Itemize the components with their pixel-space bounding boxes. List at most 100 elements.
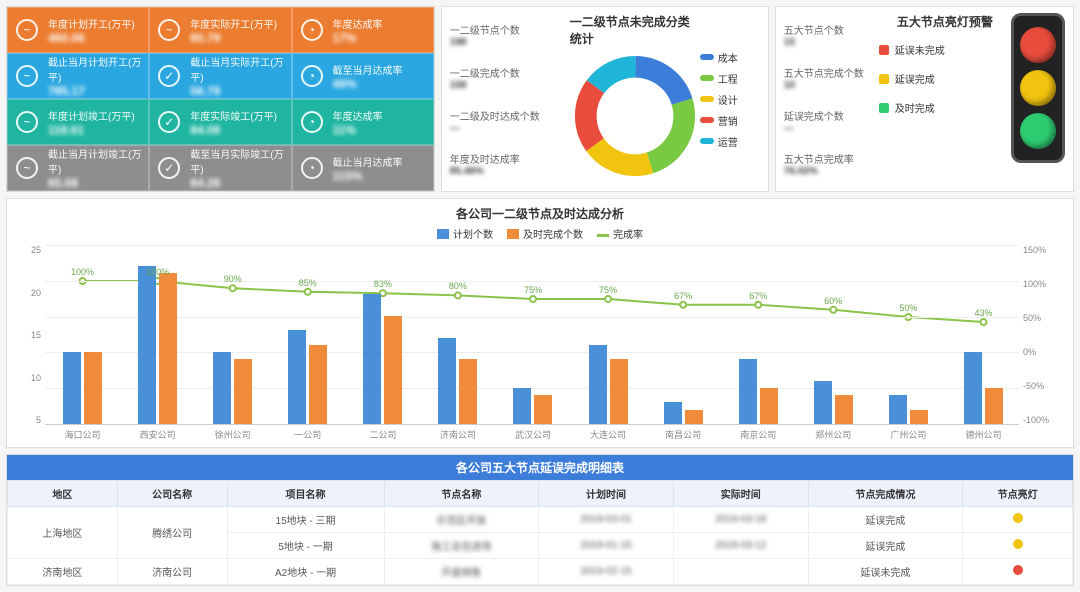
bar-group[interactable] bbox=[420, 338, 495, 424]
bar-line-chart-panel: 各公司一二级节点及时达成分析 计划个数 及时完成个数 完成率 252015105… bbox=[6, 198, 1074, 448]
kpi-panel: ~ 年度计划开工(万平) 460.06~ 年度实际开工(万平) 80.79◔ 年… bbox=[6, 6, 435, 192]
kpi-cell[interactable]: ~ 截止当月计划开工(万平) 785.17 bbox=[7, 53, 149, 99]
table-row[interactable]: 上海地区腾绣公司15地块 - 三期示范区开放2019-03-012019-03-… bbox=[8, 507, 1073, 533]
cell-light bbox=[963, 559, 1073, 585]
bar-group[interactable] bbox=[495, 388, 570, 424]
kpi-icon: ~ bbox=[16, 19, 38, 41]
x-axis-label: 二公司 bbox=[345, 428, 420, 441]
kpi-icon: ✓ bbox=[158, 157, 180, 179]
stat-value: 15 bbox=[784, 37, 879, 48]
table-header[interactable]: 实际时间 bbox=[673, 481, 808, 507]
rate-label: 75% bbox=[524, 285, 542, 295]
kpi-value: 84.08 bbox=[190, 123, 220, 137]
kpi-label: 年度达成率 bbox=[333, 108, 383, 123]
legend-item[interactable]: 延误未完成 bbox=[879, 42, 1011, 57]
bar-group[interactable] bbox=[345, 294, 420, 424]
rate-label: 100% bbox=[146, 267, 169, 277]
bar-group[interactable] bbox=[195, 352, 270, 424]
stat-label: 五大节点完成率 bbox=[784, 151, 879, 166]
bar-group[interactable] bbox=[946, 352, 1021, 424]
table-header[interactable]: 计划时间 bbox=[539, 481, 674, 507]
stat-value: — bbox=[784, 123, 879, 134]
bar-group[interactable] bbox=[871, 395, 946, 424]
bar-group[interactable] bbox=[571, 345, 646, 424]
table-header[interactable]: 公司名称 bbox=[117, 481, 227, 507]
kpi-value: 46% bbox=[333, 77, 357, 91]
rate-label: 85% bbox=[299, 278, 317, 288]
kpi-cell[interactable]: ◔ 截止当月达成率 115% bbox=[292, 145, 434, 191]
bar-group[interactable] bbox=[646, 402, 721, 424]
cell-status: 延误未完成 bbox=[808, 559, 963, 585]
kpi-value: 84.28 bbox=[190, 176, 220, 190]
table-header[interactable]: 地区 bbox=[8, 481, 118, 507]
table-header[interactable]: 节点名称 bbox=[384, 481, 539, 507]
rate-label: 100% bbox=[71, 267, 94, 277]
kpi-icon: ~ bbox=[158, 19, 180, 41]
x-axis-label: 南昌公司 bbox=[646, 428, 721, 441]
stat-value: 10 bbox=[784, 80, 879, 91]
cell-actual-date: 2019-03-12 bbox=[673, 533, 808, 559]
cell-status: 延误完成 bbox=[808, 507, 963, 533]
cell-actual-date bbox=[673, 559, 808, 585]
kpi-cell[interactable]: ✓ 截止当月实际开工(万平) 56.78 bbox=[149, 53, 291, 99]
kpi-cell[interactable]: ~ 年度计划竣工(万平) 118.61 bbox=[7, 99, 149, 145]
kpi-cell[interactable]: ~ 年度计划开工(万平) 460.06 bbox=[7, 7, 149, 53]
kpi-cell[interactable]: ~ 截止当月计划竣工(万平) 65.08 bbox=[7, 145, 149, 191]
stat-value: 158 bbox=[450, 80, 570, 91]
kpi-icon: ~ bbox=[16, 111, 38, 133]
bar-group[interactable] bbox=[270, 330, 345, 424]
kpi-icon: ◔ bbox=[301, 157, 323, 179]
bar-group[interactable] bbox=[721, 359, 796, 424]
x-axis-label: 西安公司 bbox=[120, 428, 195, 441]
kpi-cell[interactable]: ◔ 年度达成率 17% bbox=[292, 7, 434, 53]
kpi-cell[interactable]: ~ 年度实际开工(万平) 80.79 bbox=[149, 7, 291, 53]
chart-title: 各公司一二级节点及时达成分析 bbox=[17, 205, 1063, 222]
kpi-label: 截止当月计划竣工(万平) bbox=[48, 146, 148, 176]
detail-table: 地区公司名称项目名称节点名称计划时间实际时间节点完成情况节点亮灯 上海地区腾绣公… bbox=[7, 480, 1073, 585]
stat-label: 一二级完成个数 bbox=[450, 65, 570, 80]
legend-item[interactable]: 成本 bbox=[700, 50, 760, 65]
donut-title: 一二级节点未完成分类统计 bbox=[570, 13, 700, 47]
legend-item[interactable]: 延误完成 bbox=[879, 71, 1011, 86]
kpi-icon: ✓ bbox=[158, 65, 180, 87]
kpi-value: 17% bbox=[333, 31, 357, 45]
kpi-label: 年度达成率 bbox=[333, 16, 383, 31]
chart-legend: 计划个数 及时完成个数 完成率 bbox=[17, 226, 1063, 241]
rate-label: 50% bbox=[899, 303, 917, 313]
cell-actual-date: 2019-03-18 bbox=[673, 507, 808, 533]
cell-company: 济南公司 bbox=[117, 559, 227, 585]
kpi-icon: ✓ bbox=[158, 111, 180, 133]
cell-node: 示范区开放 bbox=[384, 507, 539, 533]
cell-plan-date: 2019-02-15 bbox=[539, 559, 674, 585]
legend-item[interactable]: 运营 bbox=[700, 134, 760, 149]
x-axis-label: 海口公司 bbox=[45, 428, 120, 441]
cell-project: 5地块 - 一期 bbox=[227, 533, 384, 559]
x-axis-label: 南京公司 bbox=[721, 428, 796, 441]
bar-group[interactable] bbox=[45, 352, 120, 424]
kpi-cell[interactable]: ✓ 截至当月实际竣工(万平) 84.28 bbox=[149, 145, 291, 191]
bar-group[interactable] bbox=[796, 381, 871, 424]
table-header[interactable]: 节点亮灯 bbox=[963, 481, 1073, 507]
kpi-icon: ◔ bbox=[301, 19, 323, 41]
stat-value: 85.46% bbox=[450, 166, 570, 177]
table-header[interactable]: 节点完成情况 bbox=[808, 481, 963, 507]
rate-label: 80% bbox=[449, 281, 467, 291]
cell-plan-date: 2019-01-15 bbox=[539, 533, 674, 559]
legend-item[interactable]: 及时完成 bbox=[879, 100, 1011, 115]
cell-project: 15地块 - 三期 bbox=[227, 507, 384, 533]
kpi-icon: ~ bbox=[16, 65, 38, 87]
table-header[interactable]: 项目名称 bbox=[227, 481, 384, 507]
kpi-cell[interactable]: ◔ 年度达成率 11% bbox=[292, 99, 434, 145]
kpi-label: 截止当月实际开工(万平) bbox=[190, 54, 290, 84]
stat-label: 五大节点个数 bbox=[784, 22, 879, 37]
kpi-label: 截止当月达成率 bbox=[333, 154, 403, 169]
stat-value: 76.02% bbox=[784, 166, 879, 177]
legend-item[interactable]: 工程 bbox=[700, 71, 760, 86]
legend-item[interactable]: 营销 bbox=[700, 113, 760, 128]
kpi-cell[interactable]: ✓ 年度实际竣工(万平) 84.08 bbox=[149, 99, 291, 145]
kpi-cell[interactable]: ◔ 截至当月达成率 46% bbox=[292, 53, 434, 99]
stat-label: 年度及时达成率 bbox=[450, 151, 570, 166]
legend-item[interactable]: 设计 bbox=[700, 92, 760, 107]
table-row[interactable]: 济南地区济南公司A2地块 - 一期开盘销售2019-02-15延误未完成 bbox=[8, 559, 1073, 585]
bar-group[interactable] bbox=[120, 266, 195, 424]
